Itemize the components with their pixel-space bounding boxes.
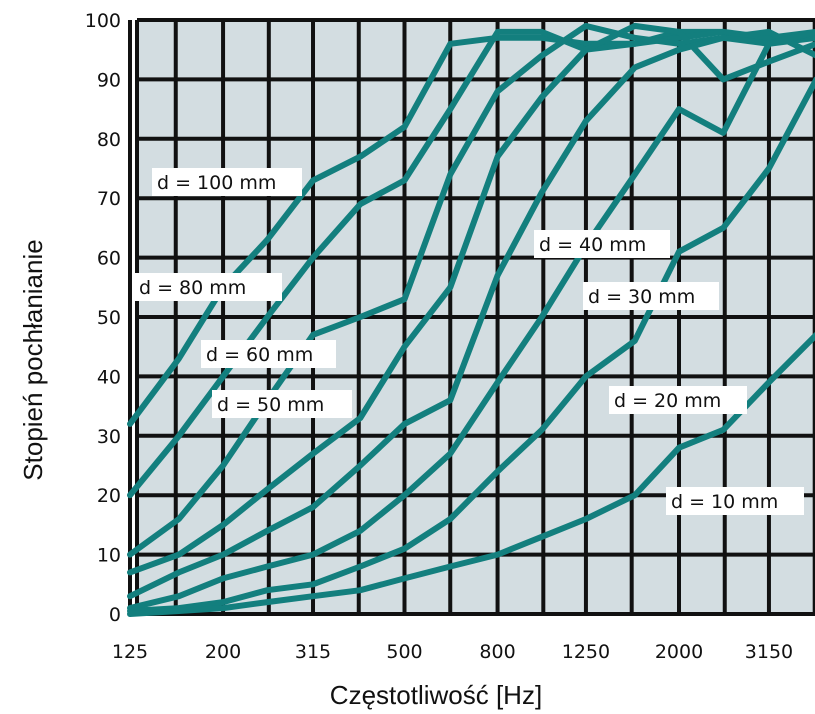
curve-label-d-100-mm: d = 100 mm [152,168,302,196]
x-tick-label-1250: 1250 [562,641,610,663]
x-tick-label-315: 315 [295,641,331,663]
curve-label-box [666,487,804,515]
curve-label-d-10-mm: d = 10 mm [666,487,804,515]
curve-label-box [152,168,302,196]
curve-label-box [134,273,282,301]
series-line-d-10-mm [127,332,815,617]
curve-label-text: d = 10 mm [671,491,778,513]
curve-label-box [201,340,336,368]
curve-label-text: d = 40 mm [539,234,646,256]
y-tick-label-10: 10 [97,545,121,567]
y-tick-label-20: 20 [97,485,121,507]
series-line-d-50-mm [127,22,815,576]
y-tick-label-50: 50 [97,307,121,329]
series-line-d-40-mm [127,29,815,600]
series-line-d-30-mm [127,29,815,612]
curve-label-box [534,230,670,258]
curve-label-text: d = 30 mm [588,286,695,308]
y-tick-label-90: 90 [97,69,121,91]
y-tick-labels: 0 10 20 30 40 50 60 70 80 90 100 [85,10,121,626]
curve-label-text: d = 50 mm [217,394,324,416]
curve-label-box [609,386,747,414]
y-tick-label-80: 80 [97,129,121,151]
curve-label-d-40-mm: d = 40 mm [534,230,670,258]
curve-label-box [212,390,352,418]
y-tick-label-40: 40 [97,366,121,388]
y-axis-title: Stopień pochłanianie [18,239,48,480]
curve-label-text: d = 80 mm [139,277,246,299]
curve-label-d-50-mm: d = 50 mm [212,390,352,418]
curve-label-d-30-mm: d = 30 mm [583,282,719,310]
x-tick-label-2000: 2000 [655,641,703,663]
x-tick-label-125: 125 [112,641,148,663]
x-tick-label-800: 800 [479,641,515,663]
y-tick-label-70: 70 [97,188,121,210]
x-axis-title: Częstotliwość [Hz] [330,680,542,710]
curve-label-text: d = 60 mm [206,344,313,366]
curve-labels: d = 100 mm d = 80 mm d = 60 mm d = 50 mm d =… [134,168,804,515]
x-tick-label-200: 200 [205,641,241,663]
curve-label-text: d = 20 mm [614,390,721,412]
series-line-d-20-mm [127,76,815,614]
y-tick-label-100: 100 [85,10,121,32]
x-tick-label-3150: 3150 [745,641,793,663]
curve-label-d-20-mm: d = 20 mm [609,386,747,414]
curve-label-d-80-mm: d = 80 mm [134,273,282,301]
curve-label-box [583,282,719,310]
y-tick-label-60: 60 [97,248,121,270]
x-tick-labels: 125 200 315 500 800 1250 2000 3150 [112,641,793,663]
curve-label-d-60-mm: d = 60 mm [201,340,336,368]
curve-label-text: d = 100 mm [157,172,276,194]
y-tick-label-30: 30 [97,426,121,448]
y-tick-label-0: 0 [109,604,121,626]
x-tick-label-500: 500 [386,641,422,663]
